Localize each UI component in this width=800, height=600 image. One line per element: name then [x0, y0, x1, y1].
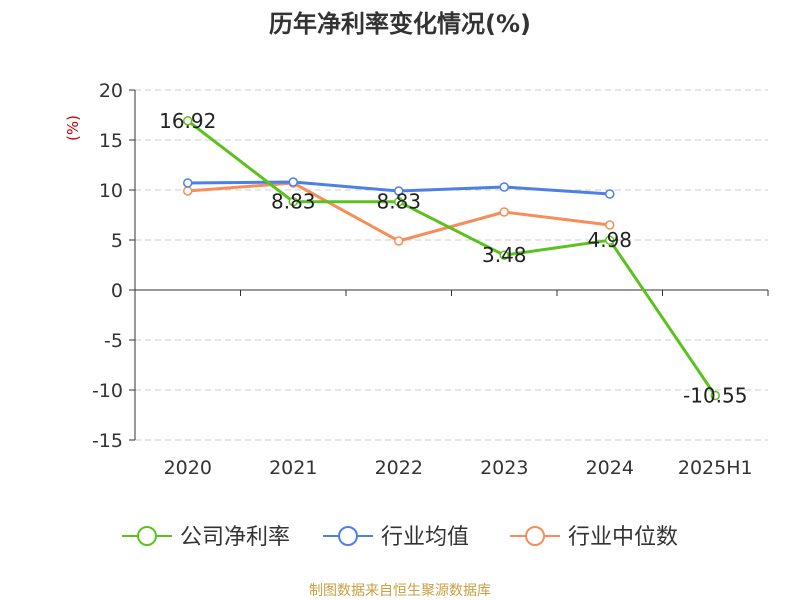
- data-label: 8.83: [376, 190, 421, 214]
- data-point[interactable]: [605, 189, 615, 199]
- x-tick-label: 2021: [269, 457, 317, 479]
- legend-item[interactable]: 公司净利率: [122, 525, 290, 550]
- data-point[interactable]: [394, 186, 404, 196]
- data-labels: 16.92 8.83 8.83 3.48 4.98 -10.55: [159, 109, 747, 408]
- legend-marker: [338, 526, 358, 546]
- data-point[interactable]: [288, 177, 298, 187]
- data-label: 8.83: [271, 190, 316, 214]
- legend-item[interactable]: 行业均值: [323, 525, 469, 550]
- data-point[interactable]: [605, 220, 615, 230]
- x-tick-label: 2020: [164, 457, 212, 479]
- x-tick-label: 2023: [480, 457, 528, 479]
- legend-label: 行业中位数: [568, 525, 678, 550]
- data-label: -10.55: [683, 384, 747, 408]
- data-label: 4.98: [587, 228, 632, 252]
- data-label: 16.92: [159, 109, 216, 133]
- data-point[interactable]: [499, 182, 509, 192]
- legend-label: 行业均值: [381, 525, 469, 550]
- x-tick-label: 2022: [375, 457, 423, 479]
- data-point[interactable]: [394, 196, 404, 207]
- data-point[interactable]: [288, 196, 298, 207]
- series-line: [186, 119, 717, 397]
- y-tick-label: 10: [99, 180, 123, 202]
- source-note: 制图数据来自恒生聚源数据库: [309, 583, 491, 599]
- grid-lines: [135, 89, 768, 441]
- data-point[interactable]: [499, 250, 509, 260]
- data-point[interactable]: [499, 207, 509, 217]
- y-tick-label: -5: [104, 330, 123, 352]
- data-point[interactable]: [394, 236, 404, 246]
- data-point[interactable]: [605, 235, 615, 245]
- y-tick-label: 0: [111, 280, 123, 302]
- x-tick-label: 2024: [586, 457, 634, 479]
- data-point[interactable]: [183, 186, 193, 196]
- data-label: 3.48: [482, 243, 527, 267]
- legend-marker: [137, 526, 157, 546]
- y-tick-label: 5: [111, 230, 123, 252]
- y-tick-label: 15: [99, 130, 123, 152]
- data-point[interactable]: [183, 178, 193, 188]
- legend[interactable]: 公司净利率 行业均值 行业中位数: [122, 525, 678, 550]
- data-point[interactable]: [183, 116, 193, 126]
- y-tick-label: 20: [99, 80, 123, 102]
- legend-marker: [525, 526, 545, 546]
- y-tick-label: -10: [92, 380, 123, 402]
- y-axis-label: (%): [64, 115, 82, 141]
- legend-item[interactable]: 行业中位数: [510, 525, 678, 550]
- chart-title: 历年净利率变化情况(%): [269, 10, 531, 38]
- data-point[interactable]: [710, 390, 720, 401]
- y-tick-label: -15: [92, 430, 123, 452]
- x-tick-label: 2025H1: [678, 457, 753, 479]
- series-layer: [183, 116, 720, 401]
- legend-label: 公司净利率: [180, 525, 290, 550]
- axes: 20 15 10 5 0 -5 -10 -15 2020 2021 2022 2023 2024 2025…: [92, 80, 769, 479]
